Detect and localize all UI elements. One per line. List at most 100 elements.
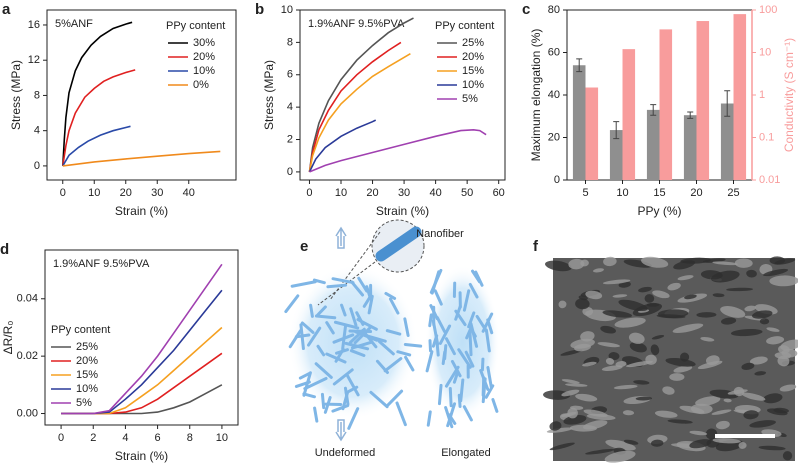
texture (561, 412, 577, 417)
y-tick-label: 0.04 (17, 293, 38, 305)
x-tick-label: 40 (183, 187, 195, 199)
fiber (388, 297, 400, 315)
glow (288, 265, 418, 420)
texture (697, 360, 723, 370)
texture (689, 439, 712, 449)
fiber (484, 384, 495, 399)
texture (583, 420, 608, 430)
fiber (302, 371, 312, 397)
bar (720, 103, 734, 180)
x-tick-label: 5 (582, 187, 588, 199)
texture (749, 420, 776, 428)
texture (546, 427, 573, 433)
fiber (481, 312, 494, 333)
texture (600, 325, 616, 334)
x-tick-label: 0 (60, 187, 66, 199)
callout-label: Nanofiber (416, 228, 464, 240)
texture (700, 337, 715, 342)
y2-tick-label: 1 (759, 89, 765, 101)
fiber (403, 342, 423, 348)
x-axis-label: Strain (%) (376, 204, 429, 218)
y-axis-label: Stress (MPa) (262, 60, 276, 130)
y2-tick-label: 0.01 (759, 174, 780, 186)
texture (690, 403, 713, 415)
texture (650, 439, 664, 447)
texture (712, 261, 738, 266)
fiber (331, 277, 355, 285)
legend-label: 20% (193, 51, 215, 63)
texture (593, 268, 604, 273)
series-line (308, 41, 402, 173)
fiber (431, 334, 439, 348)
texture (715, 420, 730, 430)
arrow-down (335, 419, 347, 442)
error-bar (613, 121, 620, 140)
fiber (464, 350, 475, 368)
fiber (353, 326, 372, 345)
texture (640, 256, 669, 268)
texture (766, 327, 780, 332)
texture (711, 409, 732, 415)
texture (730, 328, 763, 337)
fiber (441, 350, 447, 366)
fiber (350, 280, 365, 297)
fiber (362, 294, 373, 308)
fiber (299, 323, 305, 351)
texture (575, 393, 598, 402)
error-bar (687, 111, 694, 119)
fiber (315, 305, 327, 318)
y-tick-label: 8 (287, 36, 293, 48)
x-tick-label: 15 (653, 187, 665, 199)
x-tick-label: 8 (187, 432, 193, 444)
series-line (309, 128, 487, 173)
fiber (377, 339, 395, 356)
x-axis-label: Strain (%) (115, 449, 168, 463)
texture (646, 302, 660, 307)
series-line (308, 53, 411, 173)
legend-label: 10% (462, 79, 484, 91)
x-axis-label: Strain (%) (115, 204, 168, 218)
texture (568, 258, 585, 270)
texture (673, 365, 693, 373)
fiber (447, 413, 457, 425)
arrow-up (335, 226, 347, 249)
texture (561, 379, 580, 384)
fiber (430, 270, 441, 295)
texture (684, 294, 697, 300)
texture (766, 336, 785, 345)
y-tick-label: 80 (548, 4, 560, 16)
fiber (468, 331, 473, 357)
fiber (312, 278, 326, 285)
fiber (369, 390, 389, 409)
y-tick-label: 2 (287, 133, 293, 145)
fiber (491, 398, 499, 413)
panel-label: d (0, 241, 9, 258)
x-tick-label: 6 (155, 432, 161, 444)
y2-tick-label: 100 (759, 4, 777, 16)
series-line (61, 263, 223, 415)
fiber (354, 330, 379, 342)
fiber (298, 371, 312, 380)
fiber (350, 340, 373, 350)
fiber (395, 401, 407, 427)
y-axis-label: Stress (MPa) (9, 60, 23, 130)
fiber (325, 352, 347, 364)
fiber (444, 337, 456, 356)
y-tick-label: 0 (554, 174, 560, 186)
texture (766, 408, 788, 416)
fiber (480, 357, 485, 372)
fiber (386, 389, 404, 407)
callout-line (317, 261, 376, 306)
texture (549, 421, 562, 431)
series-line (308, 119, 377, 173)
texture (741, 392, 766, 401)
x-tick-label: 20 (120, 187, 132, 199)
fiber (474, 270, 484, 287)
texture (710, 270, 740, 283)
texture (565, 383, 588, 387)
texture (667, 282, 681, 291)
texture (754, 371, 767, 376)
texture (746, 269, 757, 278)
texture (673, 260, 696, 270)
series-line (62, 21, 133, 166)
